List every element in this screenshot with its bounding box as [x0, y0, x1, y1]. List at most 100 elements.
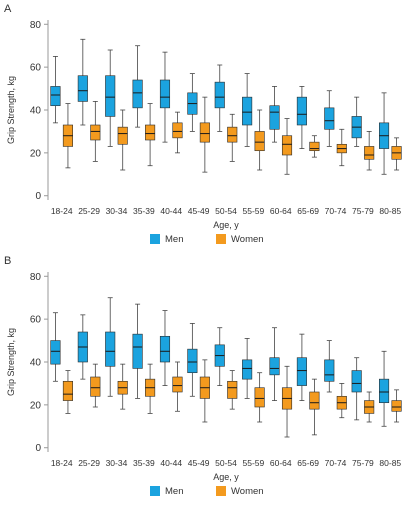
box-women — [90, 101, 101, 162]
box-iqr — [227, 380, 238, 399]
box-women — [199, 359, 210, 423]
box-women — [145, 363, 156, 414]
box-iqr — [309, 141, 320, 152]
box-men — [242, 338, 253, 399]
x-tick-label: 60-64 — [270, 458, 292, 468]
box-iqr — [77, 75, 88, 102]
box-men — [351, 357, 362, 421]
x-tick-label: 70-74 — [325, 206, 347, 216]
box-iqr — [309, 391, 320, 410]
box-iqr — [117, 126, 128, 145]
box-men — [269, 327, 280, 401]
legend-swatch-men — [150, 234, 160, 244]
box-men — [77, 314, 88, 380]
x-axis-title: Age, y — [213, 472, 239, 482]
y-tick-label: 40 — [30, 358, 42, 369]
box-iqr — [269, 105, 280, 130]
box-women — [172, 361, 183, 412]
box-women — [90, 363, 101, 408]
box-women — [62, 370, 73, 414]
y-tick-label: 20 — [30, 148, 42, 159]
x-tick-label: 30-34 — [106, 458, 128, 468]
box-men — [50, 312, 61, 382]
box-iqr — [90, 124, 101, 141]
legend-swatch-women — [216, 486, 226, 496]
legend-label-women: Women — [231, 486, 264, 497]
box-iqr — [351, 370, 362, 393]
x-tick-label: 75-79 — [352, 206, 374, 216]
legend-label-women: Women — [231, 234, 264, 245]
panel-label: A — [4, 3, 12, 15]
box-women — [227, 370, 238, 410]
box-men — [214, 327, 225, 386]
box-women — [281, 118, 293, 175]
panel-label: B — [4, 255, 11, 267]
y-tick-label: 0 — [35, 191, 41, 202]
legend-swatch-women — [216, 234, 226, 244]
box-iqr — [159, 335, 171, 363]
x-tick-label: 60-64 — [270, 206, 292, 216]
box-men — [296, 333, 307, 401]
box-women — [364, 391, 375, 423]
legend-label-men: Men — [165, 234, 183, 245]
x-tick-label: 80-85 — [379, 458, 401, 468]
box-women — [309, 135, 320, 158]
box-iqr — [159, 79, 171, 109]
box-women — [227, 113, 238, 162]
box-men — [269, 86, 280, 143]
box-iqr — [227, 126, 238, 143]
box-iqr — [324, 107, 335, 130]
box-iqr — [172, 122, 183, 139]
legend-label-men: Men — [165, 486, 183, 497]
x-tick-label: 70-74 — [325, 458, 347, 468]
y-tick-label: 80 — [30, 20, 42, 31]
x-tick-label: 65-69 — [297, 458, 319, 468]
x-tick-label: 45-49 — [188, 458, 210, 468]
box-women — [391, 137, 402, 171]
box-iqr — [187, 348, 198, 374]
box-men — [132, 45, 143, 128]
x-tick-label: 35-39 — [133, 458, 155, 468]
x-tick-label: 80-85 — [379, 206, 401, 216]
x-tick-label: 18-24 — [51, 458, 73, 468]
box-women — [117, 109, 128, 171]
box-women — [199, 96, 210, 173]
y-axis-title: Grip Strength, kg — [6, 328, 16, 396]
x-tick-label: 50-54 — [215, 206, 237, 216]
box-iqr — [254, 131, 265, 152]
box-men — [379, 350, 390, 427]
box-men — [77, 38, 88, 126]
box-men — [105, 49, 116, 147]
box-men — [296, 86, 307, 149]
box-women — [309, 378, 320, 436]
box-men — [242, 73, 253, 147]
box-men — [50, 56, 61, 124]
box-iqr — [296, 96, 307, 126]
box-iqr — [364, 146, 375, 160]
x-tick-label: 25-29 — [78, 458, 100, 468]
box-men — [324, 90, 335, 147]
x-tick-label: 75-79 — [352, 458, 374, 468]
box-men — [324, 340, 335, 393]
box-men — [159, 310, 171, 386]
x-tick-label: 45-49 — [188, 206, 210, 216]
box-iqr — [379, 378, 390, 404]
box-iqr — [145, 124, 156, 141]
x-tick-label: 40-44 — [160, 458, 182, 468]
y-tick-label: 40 — [30, 106, 42, 117]
box-men — [351, 96, 362, 147]
box-iqr — [90, 376, 101, 397]
y-tick-label: 60 — [30, 315, 42, 326]
chart-panel-a: A 0 20 40 60 80 Grip Strength, kg 18-24 25-29 30-… — [4, 3, 402, 245]
legend-swatch-men — [150, 486, 160, 496]
y-axis-title: Grip Strength, kg — [6, 76, 16, 144]
box-iqr — [105, 75, 116, 117]
y-tick-label: 20 — [30, 400, 42, 411]
box-iqr — [324, 359, 335, 382]
x-tick-label: 30-34 — [106, 206, 128, 216]
box-women — [336, 128, 347, 167]
box-women — [145, 103, 156, 167]
box-women — [254, 109, 265, 171]
box-iqr — [242, 359, 253, 380]
